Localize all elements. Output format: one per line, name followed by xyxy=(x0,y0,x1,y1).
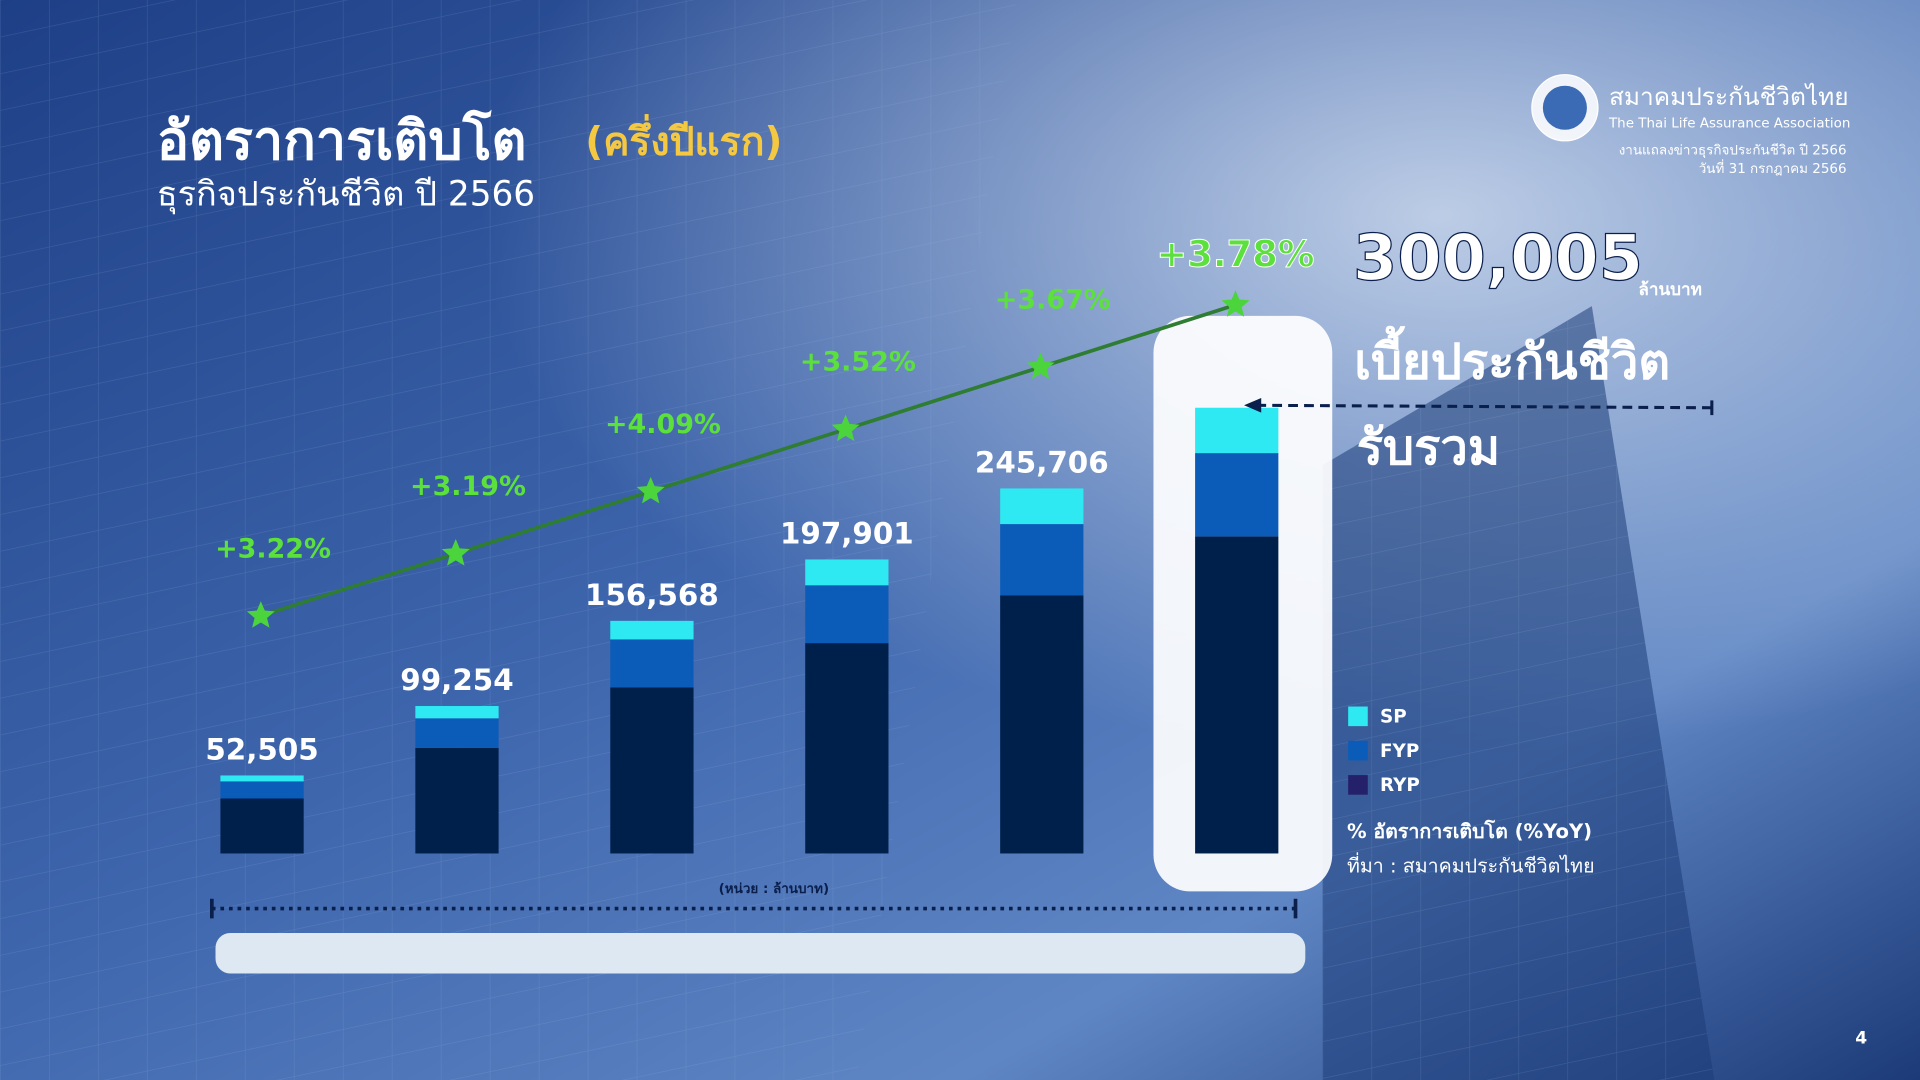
bar-segment xyxy=(805,585,889,644)
legend-label: FYP xyxy=(1380,741,1419,762)
bar-segment xyxy=(610,620,694,640)
total-label: 99,254 xyxy=(400,663,513,697)
bar-segment xyxy=(220,798,304,854)
legend-swatch xyxy=(1348,740,1368,761)
total-label: 300,005 xyxy=(1353,222,1643,296)
highlight-label: รับรวม xyxy=(1357,419,1500,476)
growth-label: +3.52% xyxy=(800,347,916,378)
growth-marker xyxy=(246,601,275,628)
total-label: 156,568 xyxy=(585,578,719,612)
legend-label: RYP xyxy=(1380,775,1420,796)
growth-marker xyxy=(441,539,470,566)
bar-segment xyxy=(415,706,499,719)
bar-segment xyxy=(1195,407,1279,454)
event: งานแถลงข่าวธุรกิจประกันชีวิต ปี 2566 xyxy=(1619,143,1847,159)
growth-label: +3.78% xyxy=(1156,232,1314,275)
logo-name-en: The Thai Life Assurance Association xyxy=(1608,117,1850,132)
growth-marker xyxy=(831,414,860,442)
bar-segment xyxy=(1195,536,1279,854)
bar-segment xyxy=(1000,595,1084,854)
legend-swatch xyxy=(1348,706,1368,727)
subtitle: ธุรกิจประกันชีวิต ปี 2566 xyxy=(157,174,535,214)
bar-segment xyxy=(415,747,499,854)
arrow-head xyxy=(1244,397,1262,413)
growth-label: +4.09% xyxy=(605,409,721,440)
unit-note: (หน่วย : ล้านบาท) xyxy=(719,881,830,897)
bar-segment xyxy=(1000,488,1084,525)
page-number: 4 xyxy=(1855,1028,1867,1048)
bar-segment xyxy=(220,775,304,782)
title: อัตราการเติบโต xyxy=(157,109,527,172)
growth-line xyxy=(260,303,1237,618)
title-note: (ครึ่งปีแรก) xyxy=(585,114,782,165)
growth-label: +3.19% xyxy=(410,471,526,502)
growth-marker xyxy=(1026,352,1055,379)
event-date: วันที่ 31 กรกฎาคม 2566 xyxy=(1699,159,1847,177)
bar-segment xyxy=(805,643,889,854)
legend-label: SP xyxy=(1380,707,1407,728)
growth-legend: % อัตราการเติบโต (%YoY) xyxy=(1347,819,1592,843)
total-label: 197,901 xyxy=(780,516,914,550)
total-unit: ล้านบาท xyxy=(1638,280,1702,300)
bar-segment xyxy=(610,687,694,854)
bar-segment xyxy=(1000,524,1084,596)
logo-name: สมาคมประกันชีวิตไทย xyxy=(1609,82,1849,111)
category-band xyxy=(215,933,1306,974)
total-label: 52,505 xyxy=(205,732,318,766)
growth-label: +3.67% xyxy=(995,284,1111,315)
growth-marker xyxy=(1221,290,1250,317)
growth-label: +3.22% xyxy=(215,533,331,564)
bar-segment xyxy=(610,639,694,688)
bar-segment xyxy=(805,559,889,586)
source: ที่มา : สมาคมประกันชีวิตไทย xyxy=(1347,852,1595,877)
legend-swatch xyxy=(1348,775,1368,795)
growth-marker xyxy=(636,476,665,504)
bar-segment xyxy=(415,718,499,748)
bar-segment xyxy=(220,781,304,799)
logo-core xyxy=(1542,85,1587,130)
total-label: 245,706 xyxy=(975,445,1109,479)
bar-segment xyxy=(1195,453,1279,537)
tower-grid xyxy=(1322,306,1715,1080)
highlight-label: เบี้ยประกันชีวิต xyxy=(1354,325,1670,390)
arrow xyxy=(1256,403,1712,410)
